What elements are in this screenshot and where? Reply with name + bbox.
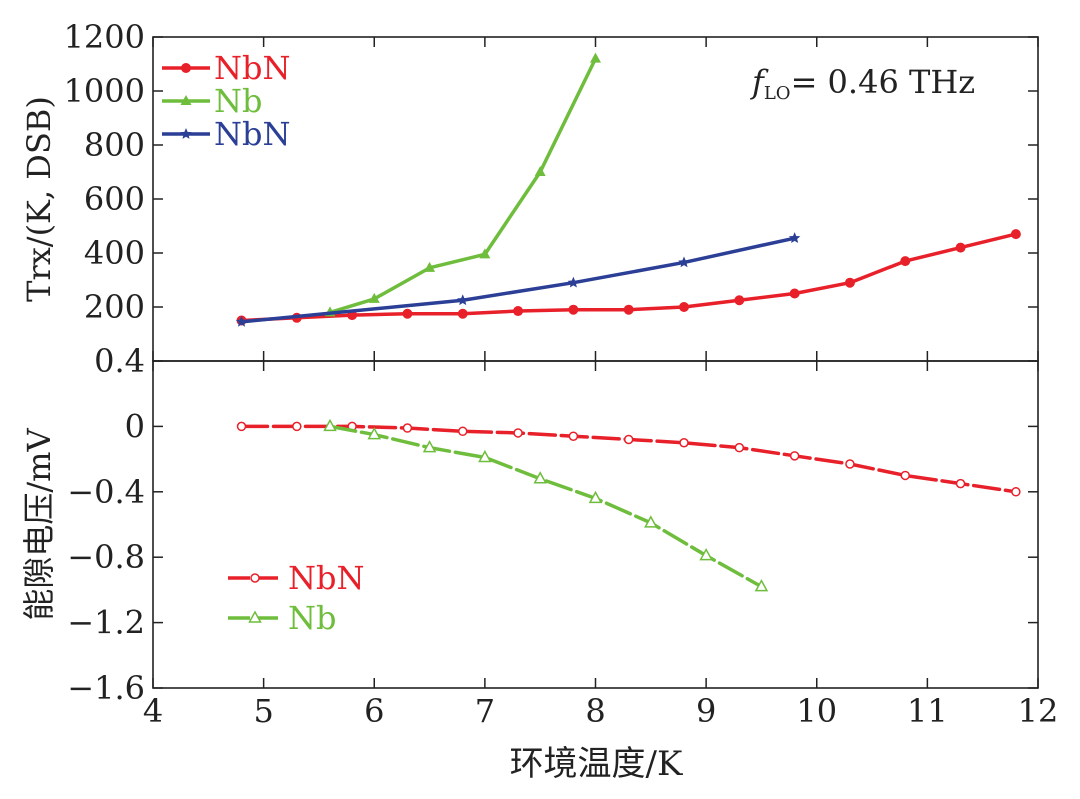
lower-legend-label: NbN	[288, 559, 364, 597]
lower-series-nbn-0-point	[734, 442, 745, 453]
upper-series-nbn-0-point	[844, 277, 855, 288]
lower-series-nb-1-point	[478, 449, 492, 463]
upper-series-nbn-0-point	[789, 288, 800, 299]
lower-series-nb-1-point	[754, 579, 769, 592]
upper-series-nb-1-point	[479, 248, 491, 259]
upper-series-nbn-0-point	[402, 308, 413, 319]
upper-series-nb-1-line	[328, 56, 598, 315]
upper-series-nb-1-point	[590, 52, 601, 63]
upper-panel: 200 400 600 800 1000 1200 Trx/(K, DSB) NbNNbNbN…	[20, 18, 1039, 362]
lower-series-nbn-0-point	[236, 421, 247, 432]
x-axis: 4 5 6 7 8 9 10 11 12	[143, 37, 1059, 730]
upper-legend-label: NbN	[214, 49, 290, 87]
annotation-subscript: LO	[764, 83, 791, 104]
upper-legend-marker	[180, 128, 192, 139]
upper-series-nbn-2-point	[235, 315, 248, 327]
lower-y-tick-label: 0.4	[94, 342, 145, 380]
upper-series-nbn-0-point	[1010, 229, 1021, 240]
upper-series-nbn-2-point	[567, 276, 580, 288]
upper-series-nbn-0-point	[900, 256, 911, 267]
x-tick-label: 5	[253, 692, 273, 730]
upper-y-tick-label: 1000	[64, 72, 145, 110]
x-axis-label: 环境温度/K	[510, 744, 683, 784]
x-tick-label: 8	[585, 692, 605, 730]
upper-series-nb-1-point	[424, 261, 436, 272]
lower-series-nb-1-point	[367, 427, 382, 440]
lower-series-nb-1-point	[699, 548, 713, 561]
lower-y-axis-label: 能隙电压/mV	[20, 427, 58, 620]
lower-legend-label: Nb	[288, 599, 336, 637]
upper-y-tick-label: 400	[84, 234, 145, 272]
lower-series-nb-1-point	[323, 418, 337, 432]
lower-y-tick-label: 0	[125, 407, 145, 445]
x-tick-label: 7	[475, 692, 495, 730]
lower-series-nb-1-point	[422, 440, 437, 453]
lower-series-nbn-0-point	[789, 451, 800, 461]
upper-y-tick-label: 800	[84, 126, 145, 164]
upper-series-nbn-0-point	[513, 306, 524, 317]
lower-y-tick-label: −1.6	[67, 669, 145, 707]
lower-series-nbn-0-point	[900, 470, 910, 481]
upper-series-nbn-2-point	[457, 294, 469, 306]
lower-series-nbn-0-point	[402, 423, 413, 433]
upper-series-nbn-0-point	[734, 295, 745, 306]
upper-series-nb-1-point	[534, 166, 546, 176]
upper-series-nbn-0-point	[955, 242, 966, 253]
lower-series-nb-1-point	[533, 471, 547, 484]
lower-series-nbn-0-point	[845, 459, 855, 469]
lower-series-nbn-0-point	[292, 421, 302, 432]
upper-legend-marker	[180, 95, 192, 105]
upper-y-axis-label: Trx/(K, DSB)	[20, 96, 58, 302]
x-tick-label: 11	[907, 692, 948, 730]
lower-series-nb-1-point	[588, 490, 603, 504]
upper-series-nb-1-point	[368, 292, 380, 303]
upper-series-nbn-0-point	[457, 308, 468, 319]
upper-series-nbn-0-point	[568, 304, 579, 315]
lower-series-nbn-0-point	[568, 431, 579, 441]
lower-series-nbn-0-point	[1011, 487, 1021, 497]
lower-series-nbn-0-point	[458, 426, 468, 437]
x-tick-label: 6	[364, 692, 384, 730]
lower-legend-marker	[250, 573, 260, 583]
x-tick-label: 4	[143, 692, 163, 730]
upper-series-nbn-2-point	[678, 256, 690, 268]
lower-series-nb-1-point	[644, 515, 658, 528]
upper-series-nbn-0-point	[623, 304, 634, 315]
lower-y-tick-label: −1.2	[67, 604, 145, 642]
lower-series-nbn-0-point	[623, 434, 634, 445]
x-tick-label: 9	[696, 692, 716, 730]
x-tick-label: 10	[796, 692, 837, 730]
lower-series-nbn-0-point	[679, 438, 689, 448]
lower-series-nbn-0-point	[955, 478, 966, 489]
upper-series-nbn-2-point	[788, 232, 801, 243]
annotation-suffix: = 0.46 THz	[791, 63, 976, 101]
upper-y-tick-label: 200	[84, 288, 145, 326]
upper-series-nbn-0-point	[679, 302, 689, 312]
upper-legend-marker	[181, 63, 191, 73]
lower-y-tick-label: −0.8	[67, 538, 145, 576]
lower-y-tick-label: −0.4	[67, 473, 145, 511]
upper-legend-label: Nb	[214, 82, 262, 120]
x-tick-label: 12	[1018, 692, 1059, 730]
frequency-annotation: fLO= 0.46 THz	[750, 63, 975, 104]
lower-series-nbn-0-point	[513, 428, 523, 438]
upper-y-tick-label: 600	[84, 180, 145, 218]
upper-y-tick-label: 1200	[64, 18, 145, 56]
lower-legend-marker	[248, 610, 262, 623]
upper-legend-label: NbN	[214, 115, 290, 153]
